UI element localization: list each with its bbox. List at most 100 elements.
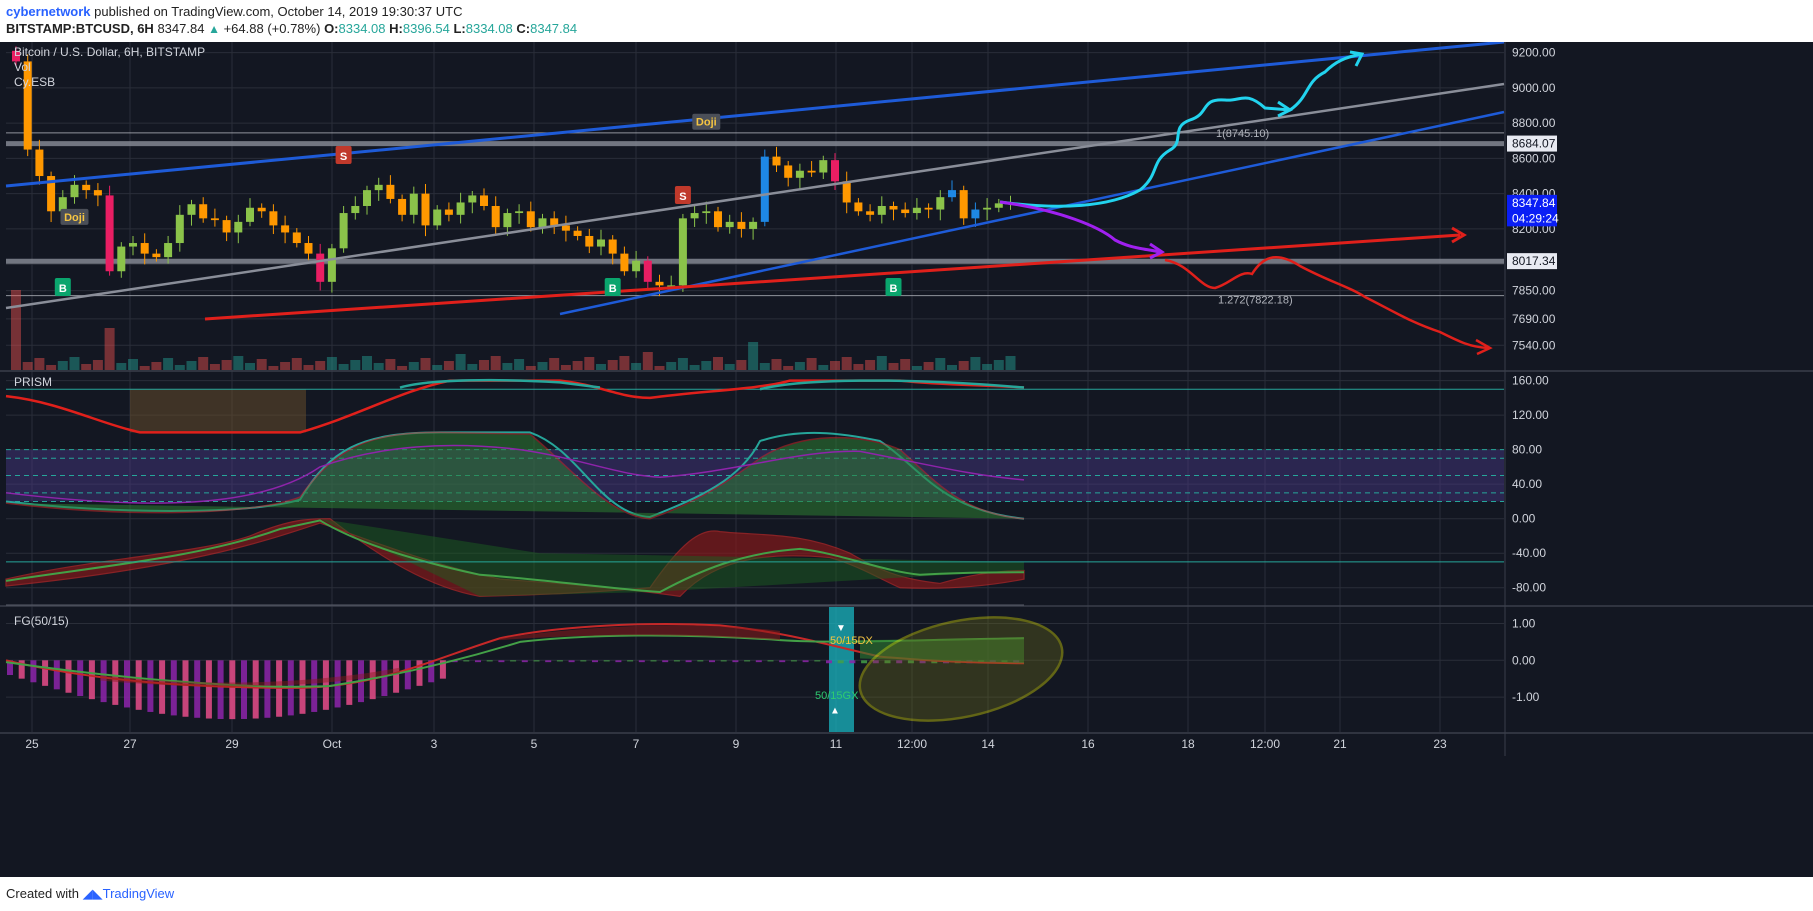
created-with-text: Created with: [6, 886, 79, 901]
current-price: 8347.84: [157, 21, 205, 36]
volume-bar: [982, 364, 993, 370]
fg-histogram-bar: [638, 660, 645, 663]
candle-body: [585, 235, 594, 247]
volume-bar: [841, 357, 852, 370]
volume-bar: [139, 366, 150, 370]
price-axis-label: 04:29:24: [1512, 211, 1559, 225]
volume-bar: [724, 364, 735, 370]
y-tick-label: 0.00: [1512, 512, 1536, 526]
fg-histogram-bar: [182, 660, 189, 717]
candlestick-series: [12, 46, 1015, 297]
volume-bar: [958, 361, 969, 370]
candle-body: [421, 193, 430, 226]
trend-line: [5, 82, 1505, 310]
candle-body: [339, 213, 348, 249]
fg-histogram-bar: [463, 660, 470, 662]
indicator-cyesb-label: Cy.ESB: [14, 75, 55, 89]
fg-histogram-bar: [673, 660, 680, 662]
volume-bar: [174, 365, 185, 370]
candle-body: [363, 190, 371, 206]
candle-body: [316, 253, 325, 282]
volume-bar: [479, 360, 489, 370]
volume-bar: [900, 359, 911, 370]
volume-bar: [291, 358, 302, 370]
fg-histogram-bar: [615, 660, 622, 663]
y-tick-label: -1.00: [1512, 690, 1540, 704]
publish-line: cybernetwork published on TradingView.co…: [6, 4, 463, 19]
candle-body: [129, 243, 137, 247]
y-tick-label: 40.00: [1512, 477, 1542, 491]
candle-body: [854, 202, 863, 212]
sell-signal-label: S: [679, 191, 686, 203]
fg-histogram-bar: [159, 660, 166, 714]
x-tick-label: 12:00: [1250, 737, 1280, 751]
candle-body: [152, 253, 161, 258]
candle-body: [807, 170, 816, 173]
price-axis-badge: [1507, 135, 1557, 152]
volume-bar: [537, 362, 548, 370]
chart-labels: Bitcoin / U.S. Dollar, 6H, BITSTAMPVolCy…: [14, 45, 1559, 307]
volume-bar: [713, 357, 723, 370]
fg-histogram-bar: [381, 660, 388, 697]
fg-gx-label: 50/15GX: [815, 690, 859, 702]
fg-lower-cloud: [100, 667, 400, 687]
candle-body: [164, 243, 173, 258]
candle-body: [784, 165, 793, 178]
candle-body: [620, 253, 629, 272]
fg-histogram-bar: [872, 660, 879, 664]
volume-bar: [338, 364, 349, 370]
x-tick-label: 9: [733, 737, 740, 751]
fg-histogram-bar: [135, 660, 142, 710]
fg-histogram-bar: [837, 660, 844, 664]
price-axis-badge: [1507, 253, 1557, 270]
volume-bar: [806, 358, 817, 370]
fg-histogram-bar: [779, 660, 786, 663]
fg-indicator: FG(50/15) 50/15DX 50/15GX ▼ ▲: [5, 607, 1064, 732]
volume-bar: [572, 361, 583, 370]
tradingview-brand[interactable]: TradingView: [102, 886, 175, 901]
fib-level-label: 1(8745.10): [1216, 128, 1269, 140]
fg-histogram-bar: [650, 660, 657, 662]
fg-histogram-bar: [627, 660, 634, 662]
fg-red-cloud: [500, 625, 780, 641]
y-tick-label: 1.00: [1512, 617, 1536, 631]
volume-bar: [315, 361, 326, 370]
prism-oscillator-fill: [5, 431, 1025, 520]
volume-bar: [116, 363, 127, 370]
candle-body: [187, 204, 196, 215]
volume-bar: [362, 356, 372, 370]
symbol-label: BITSTAMP:BTCUSD, 6H: [6, 21, 154, 36]
volume-bar: [81, 364, 92, 370]
up-arrow-icon: ▲: [208, 22, 220, 36]
candle-body: [749, 221, 758, 229]
volume-bar: [408, 362, 419, 370]
tradingview-logo-icon: ◢◣: [82, 886, 103, 901]
low-value: 8334.08: [465, 21, 513, 36]
author-link[interactable]: cybernetwork: [6, 4, 91, 19]
candle-body: [714, 211, 722, 228]
y-tick-label: 9200.00: [1512, 46, 1556, 60]
fg-histogram-bar: [124, 660, 130, 708]
x-tick-label: 21: [1333, 737, 1347, 751]
x-tick-label: Oct: [323, 737, 342, 751]
trading-chart[interactable]: PRISM FG(50/15) 50/15DX 50/15GX ▼ ▲ 25 27 29 Oc…: [0, 42, 1813, 877]
volume-bar: [385, 359, 396, 370]
candle-body: [292, 232, 301, 244]
candle-body: [47, 176, 56, 212]
volume-bar: [935, 358, 946, 370]
fg-histogram-bar: [393, 660, 400, 693]
fg-histogram-bar: [30, 660, 37, 683]
volume-bar: [876, 356, 887, 370]
volume-bar: [221, 360, 232, 370]
volume-bar: [104, 328, 115, 370]
x-tick-label: 14: [981, 737, 995, 751]
candle-body: [444, 209, 453, 215]
volume-bar: [163, 358, 174, 370]
candle-body: [199, 204, 208, 219]
doji-badge: [60, 208, 89, 225]
indicator-vol-label: Vol: [14, 60, 31, 74]
trend-line: [559, 110, 1505, 316]
y-tick-label: -40.00: [1512, 546, 1546, 560]
volume-bar: [818, 365, 829, 370]
fg-histogram-bar: [861, 660, 868, 664]
